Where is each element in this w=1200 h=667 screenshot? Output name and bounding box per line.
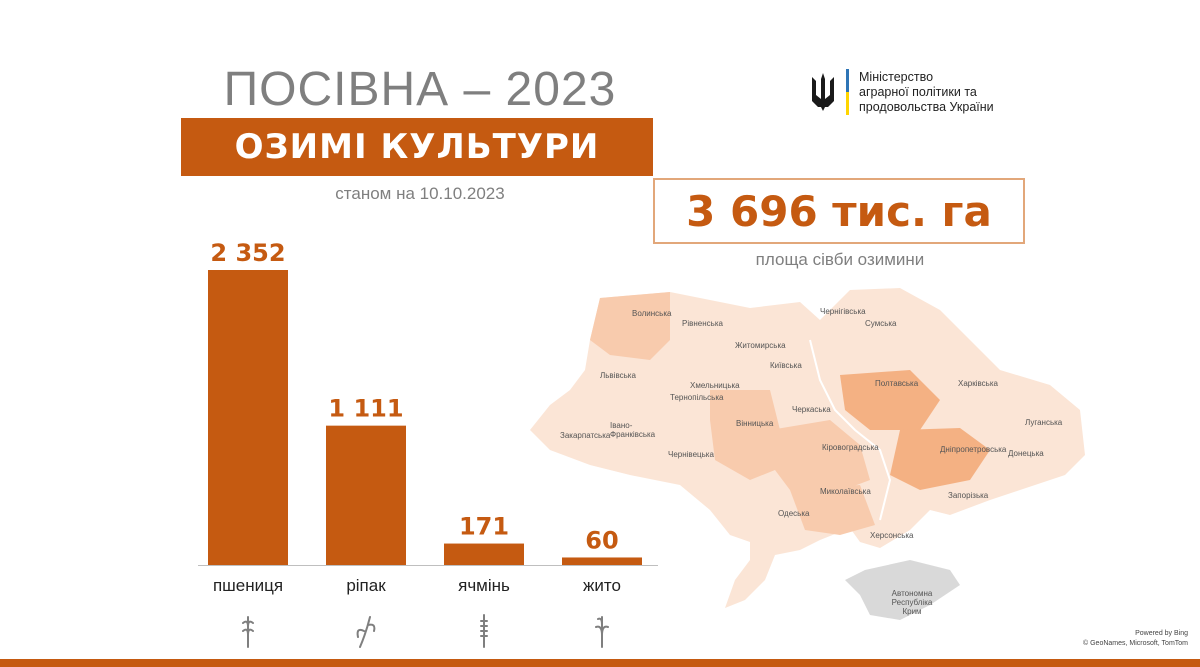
region-label-21: Запорізька: [948, 491, 989, 500]
region-label-13: Вінницька: [736, 419, 774, 428]
total-area-value: 3 696 тис. га: [686, 186, 992, 236]
region-crimea: [845, 560, 960, 620]
map-credit-line-1: Powered by Bing: [1135, 630, 1188, 637]
region-label-15: Закарпатська: [560, 431, 611, 440]
bar-3: [562, 557, 642, 565]
region-label-4: Сумська: [865, 319, 897, 328]
wheat-icon: [242, 616, 254, 648]
region-label-20: Миколаївська: [820, 487, 871, 496]
barley-icon: [480, 614, 488, 648]
subtitle-banner: ОЗИМІ КУЛЬТУРИ: [181, 118, 653, 176]
region-label-12: Івано-Франківська: [610, 421, 656, 439]
region-center: [770, 420, 870, 495]
bar-value-label-3: 60: [585, 526, 618, 554]
bar-2: [444, 543, 524, 565]
ukraine-map: Волинська Рівненська Житомирська Чернігівсь…: [530, 288, 1085, 620]
bar-chart: 2 352 пшениця 1 111 ріпак 171 ячмінь 60 жито: [198, 239, 658, 648]
ministry-line-1: Міністерство: [859, 69, 934, 84]
region-label-9: Полтавська: [875, 379, 919, 388]
bottom-accent-strip: [0, 659, 1200, 667]
flag-divider: [846, 69, 849, 115]
region-label-22: Одеська: [778, 509, 810, 518]
map-credits: Powered by Bing © GeoNames, Microsoft, T…: [1083, 629, 1188, 649]
region-dnipro: [890, 428, 990, 490]
region-poltava: [840, 370, 940, 430]
bar-value-label-0: 2 352: [210, 239, 285, 267]
region-label-17: Кіровоградська: [822, 443, 879, 452]
region-label-19: Донецька: [1008, 449, 1044, 458]
region-label-7: Хмельницька: [690, 381, 740, 390]
region-label-1: Рівненська: [682, 319, 723, 328]
region-label-3: Чернігівська: [820, 307, 866, 316]
page-title: ПОСІВНА – 2023: [223, 63, 617, 116]
region-label-16: Чернівецька: [668, 450, 714, 459]
region-label-2: Житомирська: [735, 341, 786, 350]
category-label-1: ріпак: [346, 576, 386, 595]
total-area-box: 3 696 тис. га: [653, 178, 1025, 244]
total-area-label: площа сівби озимини: [755, 250, 925, 269]
category-label-2: ячмінь: [458, 576, 510, 595]
category-label-0: пшениця: [213, 576, 283, 595]
trident-icon: [812, 73, 834, 111]
ministry-name: Міністерство аграрної політики та продов…: [859, 70, 994, 115]
region-label-10: Харківська: [958, 379, 999, 388]
ministry-line-2: аграрної політики та: [859, 84, 977, 99]
region-west-cluster: [590, 292, 670, 360]
subtitle-text: ОЗИМІ КУЛЬТУРИ: [234, 127, 600, 167]
map-credit-line-2: © GeoNames, Microsoft, TomTom: [1083, 640, 1188, 647]
report-date: станом на 10.10.2023: [335, 184, 505, 203]
bar-value-label-1: 1 111: [328, 395, 403, 423]
region-label-8: Тернопільська: [670, 393, 724, 402]
region-mykolaiv: [790, 485, 875, 535]
bar-1: [326, 425, 406, 565]
region-label-5: Київська: [770, 361, 802, 370]
region-center-west: [710, 390, 780, 480]
ministry-logo: Міністерство аграрної політики та продов…: [808, 68, 994, 116]
region-label-24: Автономна Республіка Крим: [892, 589, 933, 616]
dnipro-river: [809, 339, 892, 521]
category-label-3: жито: [583, 576, 621, 595]
rye-icon: [595, 616, 609, 648]
region-label-6: Львівська: [600, 371, 636, 380]
bar-0: [208, 270, 288, 565]
region-label-0: Волинська: [632, 309, 672, 318]
region-label-18: Дніпропетровська: [940, 445, 1007, 454]
rapeseed-icon: [356, 616, 376, 648]
ministry-line-3: продовольства України: [859, 99, 994, 114]
region-label-11: Луганська: [1025, 418, 1063, 427]
bar-value-label-2: 171: [459, 513, 509, 541]
region-label-14: Черкаська: [792, 405, 831, 414]
region-label-23: Херсонська: [870, 531, 914, 540]
